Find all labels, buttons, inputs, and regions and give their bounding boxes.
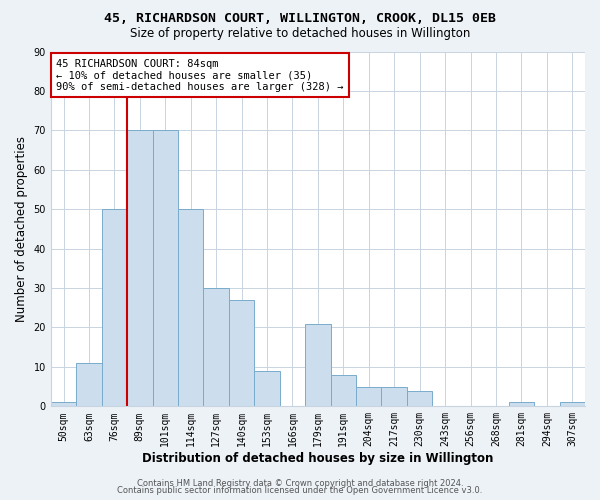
Text: 45 RICHARDSON COURT: 84sqm
← 10% of detached houses are smaller (35)
90% of semi: 45 RICHARDSON COURT: 84sqm ← 10% of deta… [56, 58, 344, 92]
Bar [356, 386, 382, 406]
Bar [51, 402, 76, 406]
Text: Size of property relative to detached houses in Willington: Size of property relative to detached ho… [130, 28, 470, 40]
Bar [305, 324, 331, 406]
Bar [331, 375, 356, 406]
Bar [76, 363, 101, 406]
Bar [203, 288, 229, 406]
Bar [152, 130, 178, 406]
Bar [407, 390, 433, 406]
Bar [254, 371, 280, 406]
Text: Contains HM Land Registry data © Crown copyright and database right 2024.: Contains HM Land Registry data © Crown c… [137, 478, 463, 488]
X-axis label: Distribution of detached houses by size in Willington: Distribution of detached houses by size … [142, 452, 494, 465]
Text: 45, RICHARDSON COURT, WILLINGTON, CROOK, DL15 0EB: 45, RICHARDSON COURT, WILLINGTON, CROOK,… [104, 12, 496, 26]
Text: Contains public sector information licensed under the Open Government Licence v3: Contains public sector information licen… [118, 486, 482, 495]
Bar [509, 402, 534, 406]
Bar [178, 209, 203, 406]
Bar [382, 386, 407, 406]
Bar [229, 300, 254, 406]
Y-axis label: Number of detached properties: Number of detached properties [15, 136, 28, 322]
Bar [101, 209, 127, 406]
Bar [127, 130, 152, 406]
Bar [560, 402, 585, 406]
